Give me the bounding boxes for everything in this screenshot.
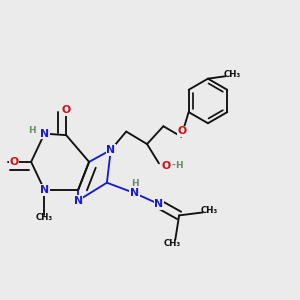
Text: CH₃: CH₃ (201, 206, 218, 215)
Text: N: N (40, 129, 49, 139)
Text: N: N (74, 196, 82, 206)
Text: CH₃: CH₃ (164, 239, 181, 248)
Text: O: O (177, 126, 186, 136)
Text: N: N (154, 199, 164, 209)
Text: H: H (28, 126, 36, 135)
Text: N: N (106, 145, 115, 155)
Text: CH₃: CH₃ (36, 213, 53, 222)
Text: N: N (40, 185, 49, 195)
Text: CH₃: CH₃ (224, 70, 241, 79)
Text: -: - (171, 161, 175, 170)
Text: O: O (61, 105, 71, 115)
Text: O: O (162, 161, 171, 171)
Text: N: N (130, 188, 139, 198)
Text: O: O (9, 157, 18, 167)
Text: H: H (175, 161, 183, 170)
Text: H: H (131, 179, 139, 188)
